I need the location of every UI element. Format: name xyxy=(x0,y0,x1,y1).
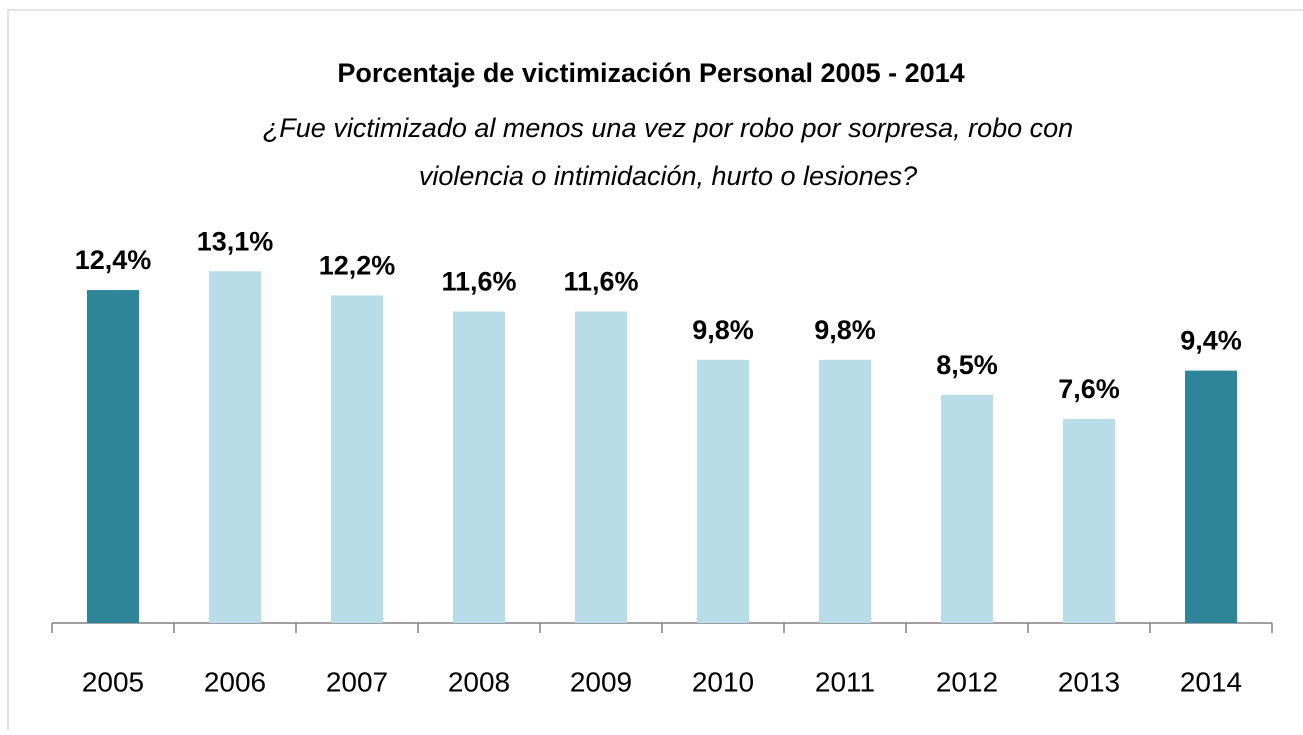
x-tick-label: 2013 xyxy=(1058,666,1120,697)
x-tick-label: 2009 xyxy=(570,666,632,697)
bar xyxy=(331,295,383,623)
x-tick-label: 2007 xyxy=(326,666,388,697)
chart-title: Porcentaje de victimización Personal 200… xyxy=(337,58,964,88)
data-label: 12,2% xyxy=(319,251,396,281)
bar xyxy=(697,359,749,623)
chart-subtitle: violencia o intimidación, hurto o lesion… xyxy=(419,161,917,191)
data-label: 13,1% xyxy=(197,226,274,256)
bar xyxy=(453,311,505,623)
x-tick-label: 2012 xyxy=(936,666,998,697)
x-tick-label: 2014 xyxy=(1180,666,1242,697)
x-tick-label: 2008 xyxy=(448,666,510,697)
bar xyxy=(1185,370,1237,623)
x-tick-label: 2005 xyxy=(82,666,144,697)
data-label: 9,4% xyxy=(1180,326,1242,356)
x-tick-label: 2011 xyxy=(815,666,875,697)
x-tick-label: 2010 xyxy=(692,666,754,697)
data-label: 11,6% xyxy=(563,267,638,297)
data-label: 9,8% xyxy=(814,315,876,345)
bar xyxy=(87,290,139,623)
bar xyxy=(819,359,871,623)
data-label: 9,8% xyxy=(692,315,754,345)
bar xyxy=(1063,418,1115,623)
bar xyxy=(209,271,261,623)
x-tick-label: 2006 xyxy=(204,666,266,697)
data-label: 11,6% xyxy=(441,267,516,297)
chart-subtitle: ¿Fue victimizado al menos una vez por ro… xyxy=(263,113,1073,143)
bar xyxy=(941,394,993,623)
data-label: 7,6% xyxy=(1058,374,1120,404)
bar xyxy=(575,311,627,623)
data-label: 12,4% xyxy=(75,245,152,275)
data-label: 8,5% xyxy=(936,350,998,380)
